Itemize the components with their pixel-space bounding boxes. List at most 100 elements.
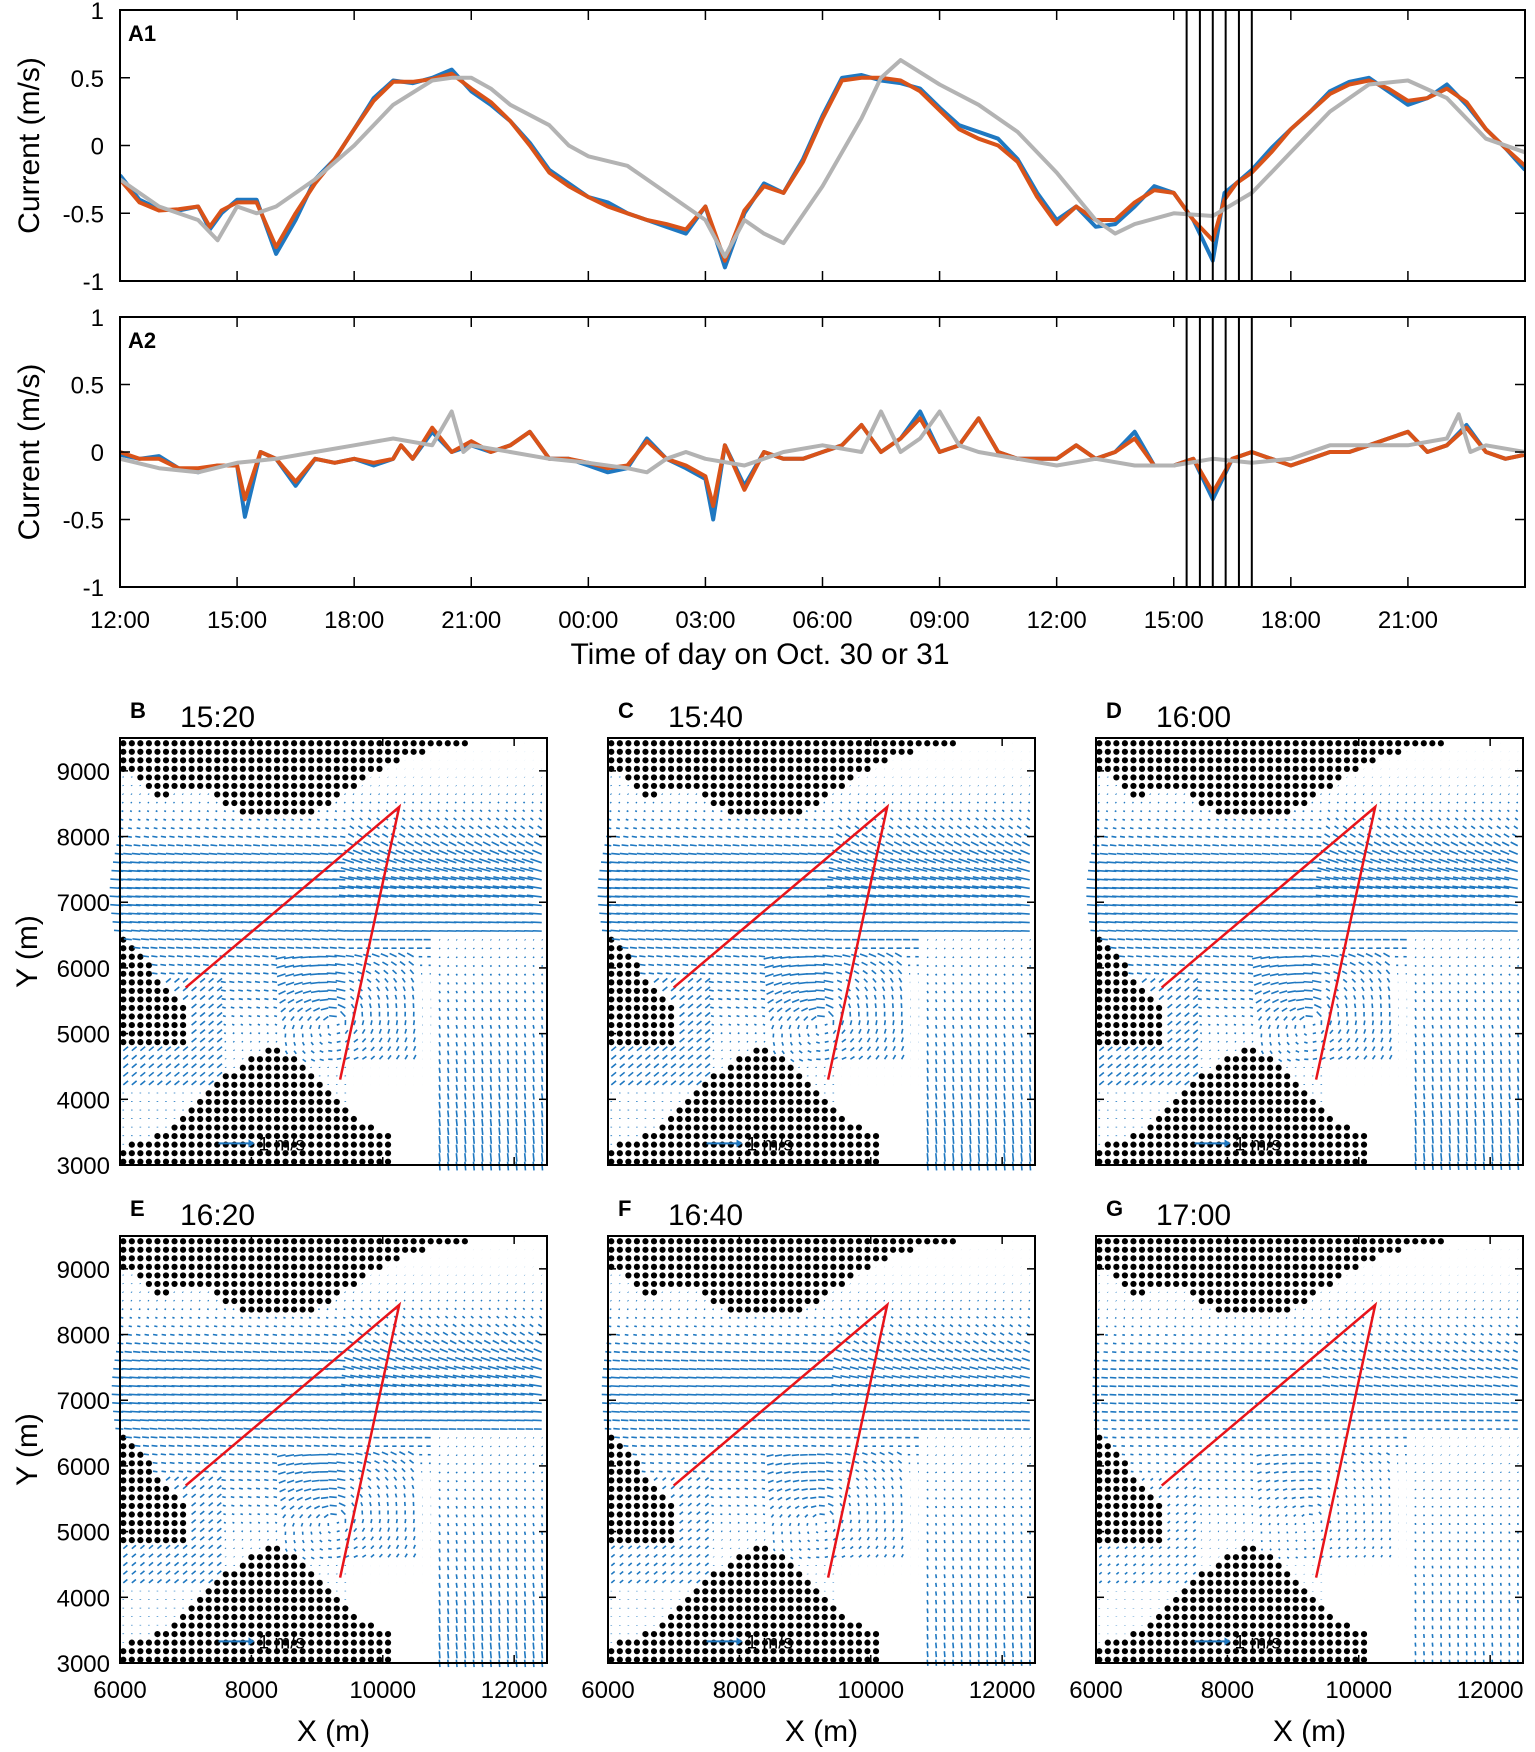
velocity-arrow [708,963,714,967]
land-dot [367,748,375,755]
velocity-arrow [711,810,715,813]
velocity-arrow [489,1110,493,1118]
velocity-arrow [921,876,936,881]
velocity-arrow [847,995,852,1000]
velocity-arrow [489,956,492,959]
land-dot [727,791,734,798]
velocity-arrow [481,1127,484,1136]
land-dot [616,1021,623,1029]
land-dot [419,740,426,747]
land-dot [188,774,195,781]
land-dot [273,1047,281,1054]
velocity-arrow [241,1049,244,1052]
velocity-arrow [836,876,851,881]
velocity-arrow [441,894,457,898]
velocity-arrow [532,1016,535,1021]
velocity-arrow [994,956,998,959]
land-dot [693,740,700,747]
land-dot [719,765,726,772]
velocity-arrow [926,990,929,994]
land-dot [770,1064,777,1071]
velocity-arrow [455,1118,458,1127]
land-dot [710,740,717,747]
land-dot [642,1158,649,1165]
velocity-arrow [265,818,269,821]
land-dot [299,1081,306,1088]
velocity-arrow [287,998,295,1004]
land-dot [376,1150,383,1157]
land-dot [171,1039,178,1046]
velocity-arrow [160,963,167,967]
velocity-arrow [515,956,518,959]
velocity-arrow [216,929,226,932]
land-dot [248,1098,255,1106]
velocity-arrow [859,841,868,847]
land-dot [282,1158,289,1165]
velocity-arrow [345,954,354,958]
velocity-arrow [150,844,158,847]
velocity-arrow [526,885,542,890]
velocity-arrow [986,1067,989,1074]
velocity-arrow [132,938,141,941]
velocity-arrow [856,1003,860,1009]
velocity-arrow [237,835,243,838]
velocity-arrow [387,1028,391,1034]
velocity-arrow [270,844,278,847]
velocity-arrow [191,1063,197,1069]
land-dot [154,757,161,764]
velocity-arrow [977,849,988,856]
velocity-arrow [935,1084,938,1091]
land-dot [179,1132,187,1140]
land-dot [753,757,760,764]
velocity-arrow [527,833,534,838]
velocity-arrow [311,852,320,856]
velocity-arrow [493,833,500,838]
land-dot [248,1081,255,1088]
velocity-arrow [162,827,167,830]
velocity-arrow [174,1071,180,1077]
velocity-arrow [779,1024,783,1030]
land-dot [821,1098,828,1106]
land-dot [239,1132,246,1140]
velocity-arrow [526,894,542,898]
velocity-arrow [702,818,706,821]
velocity-arrow [528,825,534,830]
velocity-arrow [523,1118,527,1127]
land-dot [290,1107,298,1114]
land-dot [145,782,153,790]
velocity-arrow [472,1059,476,1065]
velocity-arrow [199,986,206,992]
velocity-arrow [395,1046,400,1052]
velocity-arrow [498,964,501,968]
land-dot [864,1150,871,1157]
velocity-arrow [977,1161,981,1171]
velocity-arrow [638,946,646,950]
velocity-arrow [673,955,680,958]
land-dot [290,740,298,747]
velocity-arrow [840,793,843,796]
velocity-arrow [742,972,749,975]
velocity-arrow [926,1093,929,1100]
land-dot [145,1004,153,1012]
velocity-arrow [946,885,962,890]
velocity-arrow [455,1144,458,1153]
y-tick-label: 1 [91,305,104,332]
velocity-arrow [689,844,697,847]
velocity-arrow [352,801,355,804]
velocity-arrow [361,1046,367,1052]
velocity-arrow [531,801,534,804]
velocity-arrow [754,1032,757,1035]
velocity-arrow [249,1032,252,1035]
velocity-arrow [294,990,303,995]
velocity-arrow [152,972,158,975]
velocity-arrow [122,1063,129,1069]
land-dot [154,774,161,781]
land-dot [770,1132,777,1140]
velocity-arrow [122,929,132,932]
land-dot [410,748,417,755]
velocity-arrow [728,1023,732,1026]
velocity-arrow [935,1136,938,1144]
velocity-arrow [540,1059,544,1065]
velocity-arrow [307,1016,312,1022]
